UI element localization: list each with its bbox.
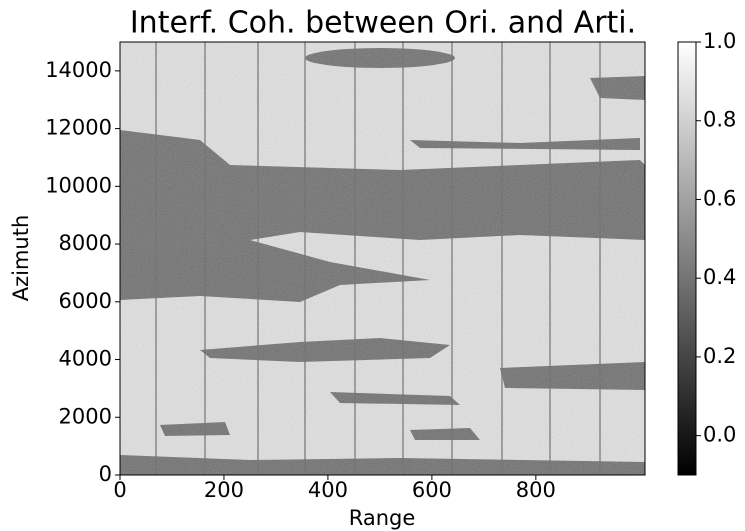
y-tick-label: 10000 (45, 173, 112, 197)
y-axis-label: Azimuth (9, 215, 33, 302)
colorbar-tick-label: 0.0 (703, 423, 736, 447)
colorbar-tick-label: 0.2 (703, 344, 736, 368)
y-tick-label: 4000 (59, 347, 112, 371)
coherence-image (120, 42, 645, 475)
colorbar (677, 41, 697, 476)
x-tick-label: 800 (516, 478, 556, 502)
y-tick-label: 8000 (59, 231, 112, 255)
x-tick-label: 400 (308, 478, 348, 502)
colorbar-tick-label: 1.0 (703, 29, 736, 53)
x-tick-label: 600 (412, 478, 452, 502)
y-tick-label: 6000 (59, 289, 112, 313)
y-tick-label: 14000 (45, 58, 112, 82)
x-tick-label: 200 (204, 478, 244, 502)
colorbar-tick-label: 0.8 (703, 108, 736, 132)
x-axis-label: Range (349, 506, 416, 530)
y-tick-label: 12000 (45, 116, 112, 140)
y-tick-label: 2000 (59, 404, 112, 428)
colorbar-tick-label: 0.4 (703, 265, 736, 289)
colorbar-tick-label: 0.6 (703, 186, 736, 210)
y-tick-label: 0 (99, 462, 112, 486)
x-tick-label: 0 (113, 478, 126, 502)
plot-frame (119, 41, 646, 476)
chart-title: Interf. Coh. between Ori. and Arti. (130, 6, 636, 41)
